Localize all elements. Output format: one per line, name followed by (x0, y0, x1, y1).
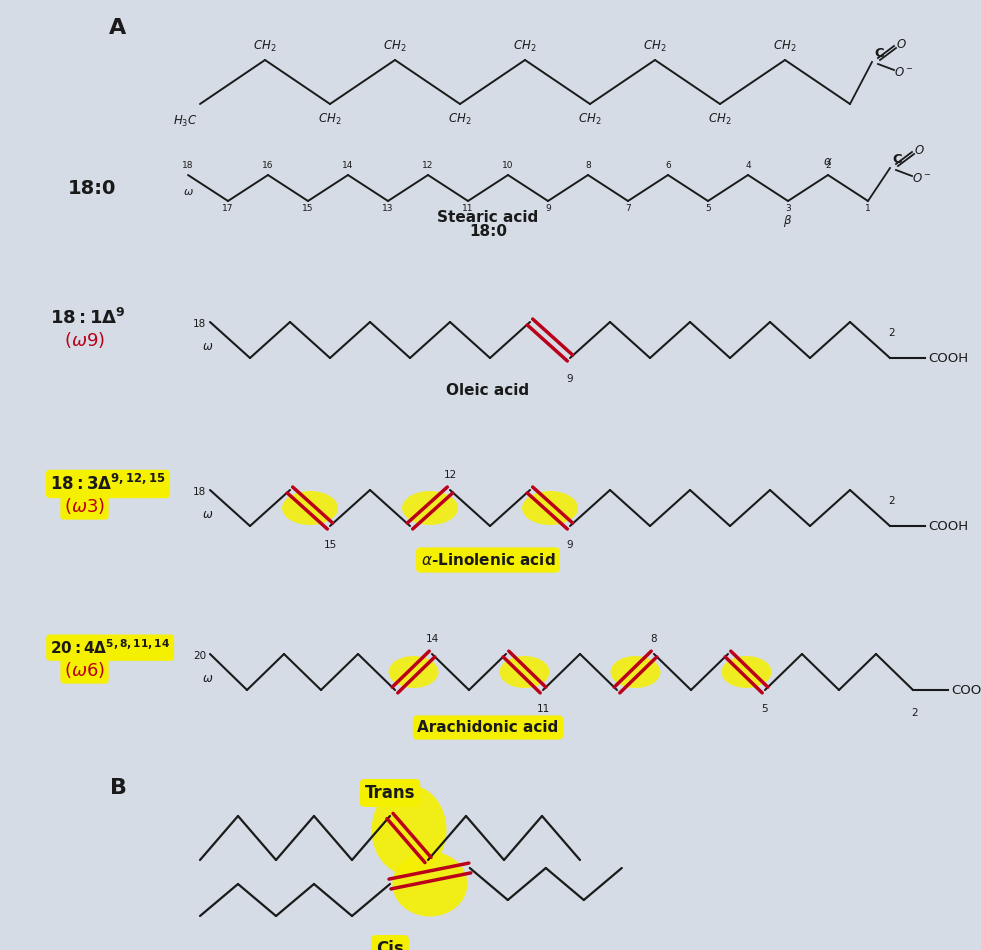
Text: 9: 9 (567, 374, 573, 384)
Text: 18: 18 (192, 319, 206, 329)
Text: $\alpha$: $\alpha$ (823, 155, 833, 168)
Text: $CH_2$: $CH_2$ (513, 39, 537, 54)
Ellipse shape (721, 656, 771, 688)
Text: $CH_2$: $CH_2$ (384, 39, 407, 54)
Ellipse shape (372, 785, 446, 875)
Text: COOH: COOH (928, 352, 968, 365)
Text: 15: 15 (302, 204, 314, 213)
Text: 11: 11 (462, 204, 474, 213)
Ellipse shape (610, 656, 660, 688)
Ellipse shape (499, 656, 549, 688)
Text: 2: 2 (889, 496, 896, 506)
Ellipse shape (522, 491, 578, 525)
Text: $O$: $O$ (914, 144, 925, 158)
Text: $(\omega9)$: $(\omega9)$ (64, 330, 105, 350)
Text: $\beta$: $\beta$ (784, 213, 793, 229)
Text: 15: 15 (324, 540, 336, 550)
Text: 18: 18 (192, 487, 206, 497)
Text: 2: 2 (825, 161, 831, 170)
Text: 7: 7 (625, 204, 631, 213)
Text: 6: 6 (665, 161, 671, 170)
Text: COOH: COOH (951, 683, 981, 696)
Text: 9: 9 (567, 540, 573, 550)
Text: $\omega$: $\omega$ (202, 672, 214, 685)
Ellipse shape (282, 491, 338, 525)
Text: $CH_2$: $CH_2$ (448, 112, 472, 127)
Text: $\mathdefault{C}$: $\mathdefault{C}$ (874, 47, 885, 60)
Text: $\mathbf{20:4\Delta^{5,8,11,14}}$: $\mathbf{20:4\Delta^{5,8,11,14}}$ (50, 638, 171, 657)
Text: 20: 20 (193, 651, 206, 661)
Text: Cis: Cis (376, 940, 404, 950)
Text: $\omega$: $\omega$ (202, 340, 214, 353)
Text: 17: 17 (223, 204, 233, 213)
Text: 16: 16 (262, 161, 274, 170)
Text: $O^-$: $O^-$ (912, 172, 932, 184)
Text: $CH_2$: $CH_2$ (578, 112, 601, 127)
Text: $\mathbf{18:1\Delta^9}$: $\mathbf{18:1\Delta^9}$ (50, 308, 126, 328)
Text: 18:0: 18:0 (68, 179, 117, 198)
Text: 14: 14 (426, 634, 439, 644)
Text: Stearic acid: Stearic acid (438, 210, 539, 225)
Ellipse shape (388, 656, 439, 688)
Text: $CH_2$: $CH_2$ (318, 112, 341, 127)
Text: $CH_2$: $CH_2$ (773, 39, 797, 54)
Text: $CH_2$: $CH_2$ (253, 39, 277, 54)
Text: 2: 2 (911, 708, 918, 718)
Ellipse shape (392, 851, 467, 917)
Text: 1: 1 (865, 204, 871, 213)
Text: 8: 8 (585, 161, 591, 170)
Text: 3: 3 (785, 204, 791, 213)
Text: 13: 13 (383, 204, 393, 213)
Text: 12: 12 (422, 161, 434, 170)
Text: $\omega$: $\omega$ (182, 187, 193, 197)
Text: $H_3C$: $H_3C$ (174, 114, 198, 129)
Text: $O^-$: $O^-$ (894, 66, 913, 79)
Text: $O$: $O$ (896, 39, 906, 51)
Text: 10: 10 (502, 161, 514, 170)
Text: $CH_2$: $CH_2$ (644, 39, 667, 54)
Text: $\mathbf{18:3\Delta^{9,12,15}}$: $\mathbf{18:3\Delta^{9,12,15}}$ (50, 474, 166, 494)
Text: 5: 5 (761, 704, 768, 714)
Text: 4: 4 (746, 161, 750, 170)
Text: $\alpha$-Linolenic acid: $\alpha$-Linolenic acid (421, 552, 555, 568)
Text: COOH: COOH (928, 520, 968, 533)
Text: Trans: Trans (365, 784, 415, 802)
Text: 12: 12 (443, 470, 456, 480)
Text: $CH_2$: $CH_2$ (708, 112, 732, 127)
Text: 18: 18 (182, 161, 194, 170)
Text: 5: 5 (705, 204, 711, 213)
Text: $\omega$: $\omega$ (202, 508, 214, 521)
Text: A: A (109, 18, 127, 38)
Text: 2: 2 (889, 328, 896, 338)
Text: $\mathdefault{C}$: $\mathdefault{C}$ (892, 153, 903, 166)
Text: 9: 9 (545, 204, 551, 213)
Text: Arachidonic acid: Arachidonic acid (417, 720, 558, 735)
Text: 8: 8 (650, 634, 657, 644)
Ellipse shape (402, 491, 458, 525)
Text: 14: 14 (342, 161, 354, 170)
Text: Oleic acid: Oleic acid (446, 383, 530, 398)
Text: 18:0: 18:0 (469, 224, 507, 239)
Text: $(\omega3)$: $(\omega3)$ (64, 496, 105, 516)
Text: B: B (110, 778, 127, 798)
Text: $(\omega6)$: $(\omega6)$ (64, 660, 105, 680)
Text: 11: 11 (537, 704, 549, 714)
